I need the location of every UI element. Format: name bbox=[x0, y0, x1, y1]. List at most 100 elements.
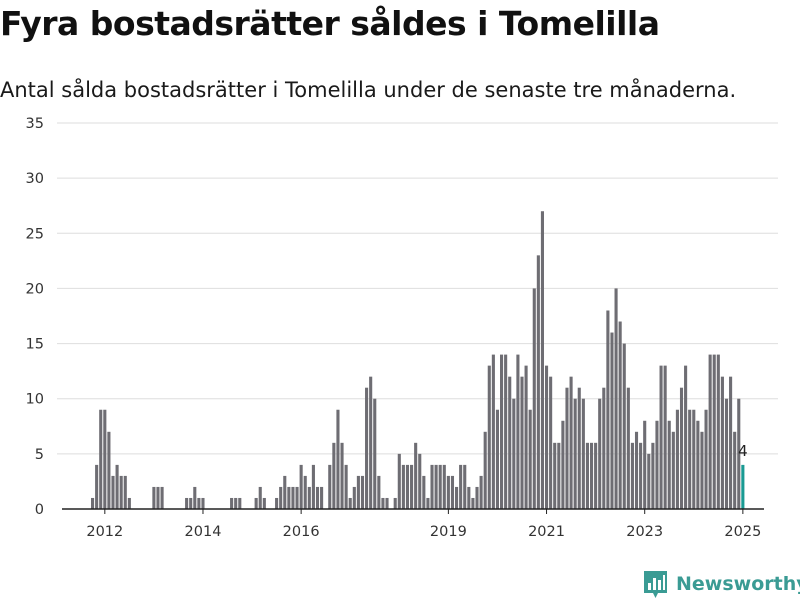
bar bbox=[303, 475, 307, 509]
bar bbox=[737, 398, 741, 509]
y-tick-label: 5 bbox=[35, 447, 44, 463]
bar bbox=[684, 365, 688, 509]
bar bbox=[544, 365, 549, 509]
x-tick-label: 2012 bbox=[86, 524, 123, 540]
bar bbox=[491, 354, 495, 509]
bar bbox=[651, 442, 655, 509]
bar bbox=[733, 431, 737, 509]
bar bbox=[365, 387, 369, 509]
bar bbox=[160, 486, 164, 509]
bar bbox=[630, 442, 634, 509]
bar bbox=[589, 442, 594, 509]
bar bbox=[724, 398, 729, 509]
bar bbox=[688, 409, 692, 509]
bar bbox=[549, 376, 553, 509]
bar bbox=[430, 464, 434, 509]
bar bbox=[663, 365, 667, 509]
bar bbox=[536, 255, 540, 509]
bar bbox=[602, 387, 606, 509]
bar bbox=[524, 365, 528, 509]
y-gridlines bbox=[57, 122, 778, 455]
bar bbox=[307, 486, 311, 509]
bar bbox=[696, 420, 700, 509]
bar bbox=[557, 442, 561, 509]
bar bbox=[495, 409, 500, 509]
x-axis: 2012 2014 2016 2019 2021 2023 2025 bbox=[62, 508, 764, 540]
bar bbox=[426, 497, 430, 509]
latest-value-label: 4 bbox=[738, 442, 748, 460]
y-axis-tick-labels: 0 5 10 15 20 25 30 35 bbox=[26, 116, 44, 518]
bar bbox=[483, 431, 487, 509]
x-tick-label: 2021 bbox=[528, 524, 565, 540]
bar bbox=[675, 409, 679, 509]
bar bbox=[197, 497, 201, 509]
bar bbox=[234, 497, 238, 509]
bar bbox=[332, 442, 336, 509]
y-tick-label: 30 bbox=[26, 171, 44, 187]
bar bbox=[238, 497, 242, 509]
bar bbox=[671, 431, 675, 509]
bar bbox=[397, 453, 401, 509]
bar bbox=[348, 497, 352, 509]
bar bbox=[356, 475, 360, 509]
bar bbox=[320, 486, 324, 509]
bar bbox=[119, 475, 123, 509]
bar bbox=[418, 453, 422, 509]
bar bbox=[275, 497, 279, 509]
bar bbox=[716, 354, 720, 509]
bar bbox=[405, 464, 410, 509]
bar bbox=[193, 486, 197, 509]
bar bbox=[479, 475, 483, 509]
bar bbox=[594, 442, 598, 509]
newsworthy-brand: Newsworthy bbox=[643, 569, 800, 599]
bar bbox=[414, 442, 418, 509]
bar bbox=[291, 486, 295, 509]
bar bbox=[373, 398, 377, 509]
bar bbox=[152, 486, 156, 509]
bar bbox=[401, 464, 405, 509]
bar bbox=[352, 486, 356, 509]
bar bbox=[111, 475, 115, 509]
x-tick-label: 2019 bbox=[430, 524, 467, 540]
bar bbox=[659, 365, 663, 509]
bar bbox=[340, 442, 344, 509]
bar bbox=[626, 387, 630, 509]
bar bbox=[520, 376, 524, 509]
x-tick-label: 2023 bbox=[626, 524, 663, 540]
bar bbox=[467, 486, 471, 509]
bar bbox=[655, 420, 659, 509]
bar bbox=[336, 409, 340, 509]
bar bbox=[107, 431, 111, 509]
bar bbox=[679, 387, 684, 509]
bar bbox=[410, 464, 414, 509]
bar bbox=[581, 398, 585, 509]
bar bbox=[585, 442, 589, 509]
y-tick-label: 10 bbox=[26, 392, 44, 408]
bar bbox=[422, 475, 426, 509]
bar bbox=[614, 288, 618, 509]
bar bbox=[639, 442, 643, 509]
bar bbox=[442, 464, 446, 509]
bar bbox=[369, 376, 373, 509]
bar bbox=[185, 497, 189, 509]
y-tick-label: 20 bbox=[26, 281, 44, 297]
bar bbox=[712, 354, 716, 509]
bar bbox=[463, 464, 467, 509]
y-tick-label: 35 bbox=[26, 116, 44, 132]
bar bbox=[487, 365, 491, 509]
bar bbox=[434, 464, 438, 509]
x-tick-label: 2025 bbox=[724, 524, 761, 540]
bar bbox=[704, 409, 708, 509]
brand-name: Newsworthy bbox=[676, 573, 800, 595]
bar bbox=[561, 420, 565, 509]
bar bbox=[438, 464, 442, 509]
bar bbox=[91, 497, 95, 509]
bar-series bbox=[91, 211, 745, 510]
bar bbox=[455, 486, 459, 509]
bar bbox=[360, 475, 365, 509]
bar bbox=[720, 376, 724, 509]
bar bbox=[115, 464, 119, 509]
bar bbox=[299, 464, 303, 509]
bar bbox=[287, 486, 291, 509]
